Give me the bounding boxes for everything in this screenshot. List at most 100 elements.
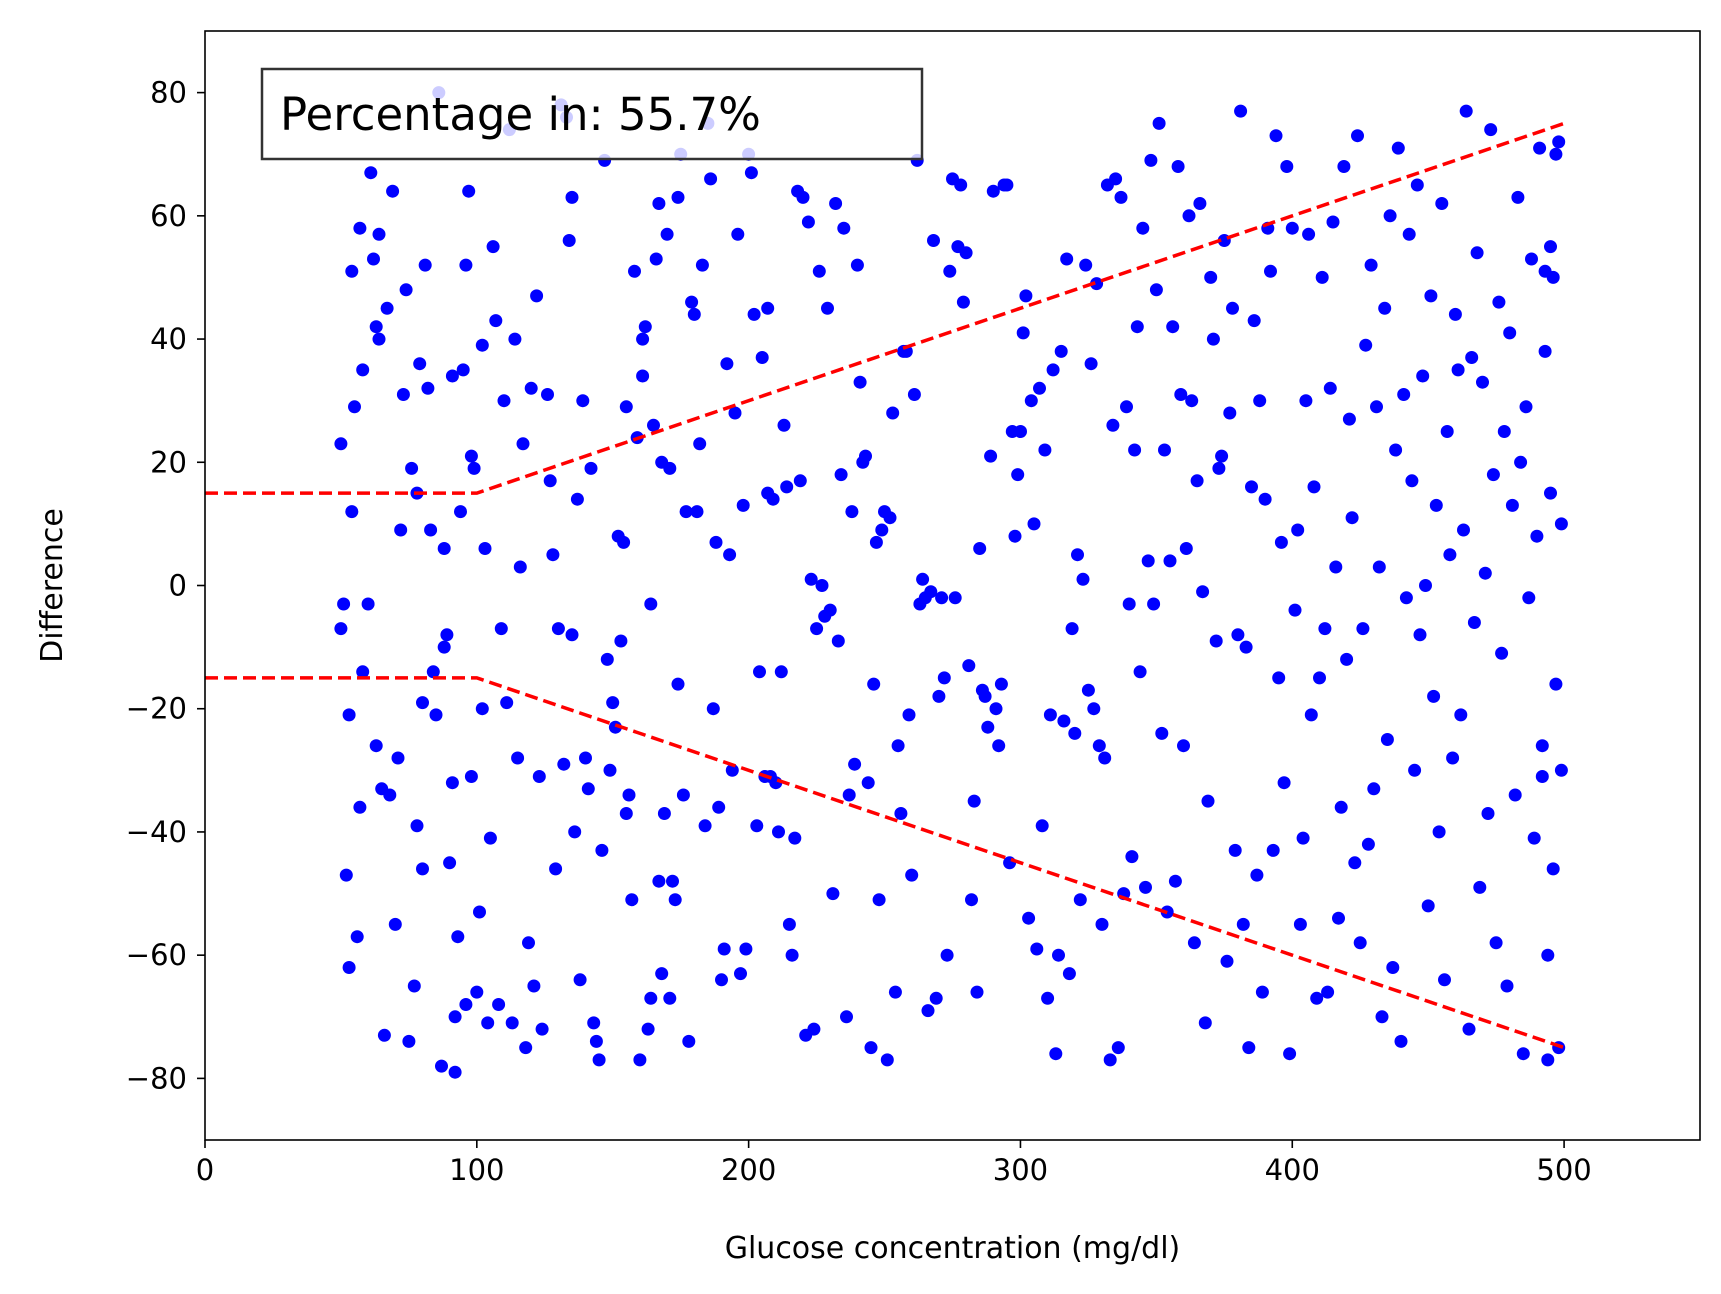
data-point <box>1239 640 1253 654</box>
data-point <box>644 597 658 611</box>
data-point <box>905 868 919 882</box>
data-point <box>1226 301 1239 315</box>
data-point <box>1443 548 1457 562</box>
data-point <box>1019 289 1033 303</box>
data-point <box>606 696 620 710</box>
annotation-box <box>260 67 924 161</box>
data-point <box>1046 363 1060 377</box>
data-point <box>1408 763 1422 777</box>
data-point <box>1321 985 1335 999</box>
data-point <box>796 190 810 204</box>
data-point <box>1391 141 1405 155</box>
data-point <box>1163 554 1177 568</box>
x-tick-label: 200 <box>721 1153 776 1187</box>
data-point <box>424 523 438 537</box>
data-point <box>989 702 1003 716</box>
data-point <box>1062 967 1076 981</box>
data-point <box>1149 283 1163 297</box>
data-point <box>448 1065 462 1079</box>
data-point <box>437 542 451 555</box>
data-point <box>1014 425 1027 438</box>
data-point <box>1351 129 1364 143</box>
data-point <box>1193 197 1207 210</box>
upper-bound-line <box>205 121 1565 495</box>
data-point <box>1470 246 1484 260</box>
data-point <box>1231 628 1245 642</box>
data-point <box>1114 190 1128 204</box>
data-point <box>750 819 764 833</box>
data-point <box>948 591 962 605</box>
data-point <box>1525 252 1538 266</box>
data-point <box>421 381 435 395</box>
data-point <box>940 948 954 962</box>
annotation-text: Percentage in: 55.7% <box>280 88 761 141</box>
data-point <box>1397 388 1411 401</box>
data-point <box>456 363 470 377</box>
y-tick-label: −20 <box>126 692 187 726</box>
data-point <box>600 652 614 666</box>
data-point <box>372 332 386 346</box>
data-point <box>443 856 457 870</box>
data-point <box>801 215 815 229</box>
data-point <box>1147 597 1161 611</box>
y-axis-label: Difference <box>35 508 70 663</box>
x-tick-label: 300 <box>993 1153 1048 1187</box>
data-point <box>565 190 579 204</box>
data-point <box>706 702 720 716</box>
data-point <box>994 677 1008 691</box>
data-point <box>1538 264 1552 278</box>
data-point <box>943 264 957 278</box>
data-point <box>1549 677 1563 691</box>
data-point <box>386 184 400 198</box>
data-point <box>671 677 685 691</box>
data-point <box>1087 702 1101 716</box>
data-point <box>1375 1010 1389 1024</box>
data-point <box>687 307 701 321</box>
y-tick-label: −60 <box>126 938 187 972</box>
data-point <box>777 418 791 432</box>
data-point <box>986 184 1000 198</box>
data-point <box>1432 825 1446 839</box>
data-point <box>1073 893 1087 907</box>
data-point <box>367 252 380 266</box>
data-point <box>1111 1041 1125 1055</box>
data-point <box>693 437 707 451</box>
data-point <box>1236 917 1250 931</box>
data-point <box>1068 726 1082 740</box>
data-point <box>380 301 394 315</box>
lower-bound-line <box>205 676 1565 1050</box>
data-point <box>709 535 723 549</box>
data-point <box>1459 104 1473 118</box>
data-point <box>1092 739 1106 753</box>
data-point <box>1541 948 1555 962</box>
data-point <box>407 979 421 993</box>
data-point <box>584 461 598 475</box>
data-point <box>532 770 546 783</box>
data-point <box>755 351 769 364</box>
data-point <box>1495 646 1509 660</box>
data-point <box>1166 320 1180 334</box>
data-point <box>1438 973 1451 987</box>
data-point <box>660 227 674 241</box>
data-point <box>1280 160 1294 173</box>
data-point <box>682 1034 696 1048</box>
data-point <box>429 708 443 722</box>
data-point <box>1410 178 1424 192</box>
data-point <box>1120 400 1133 414</box>
data-point <box>573 973 587 987</box>
data-point <box>1489 936 1503 950</box>
data-point <box>356 363 370 377</box>
data-point <box>880 1053 894 1067</box>
data-point <box>1554 763 1568 777</box>
data-point <box>1484 123 1498 137</box>
data-point <box>826 887 840 901</box>
data-point <box>1478 566 1492 580</box>
data-point <box>522 936 535 950</box>
data-point <box>459 258 473 272</box>
data-point <box>1544 486 1557 500</box>
data-point <box>831 634 845 648</box>
data-point <box>888 985 902 999</box>
data-point <box>603 763 617 777</box>
data-point <box>565 628 579 642</box>
data-point <box>1052 948 1065 962</box>
